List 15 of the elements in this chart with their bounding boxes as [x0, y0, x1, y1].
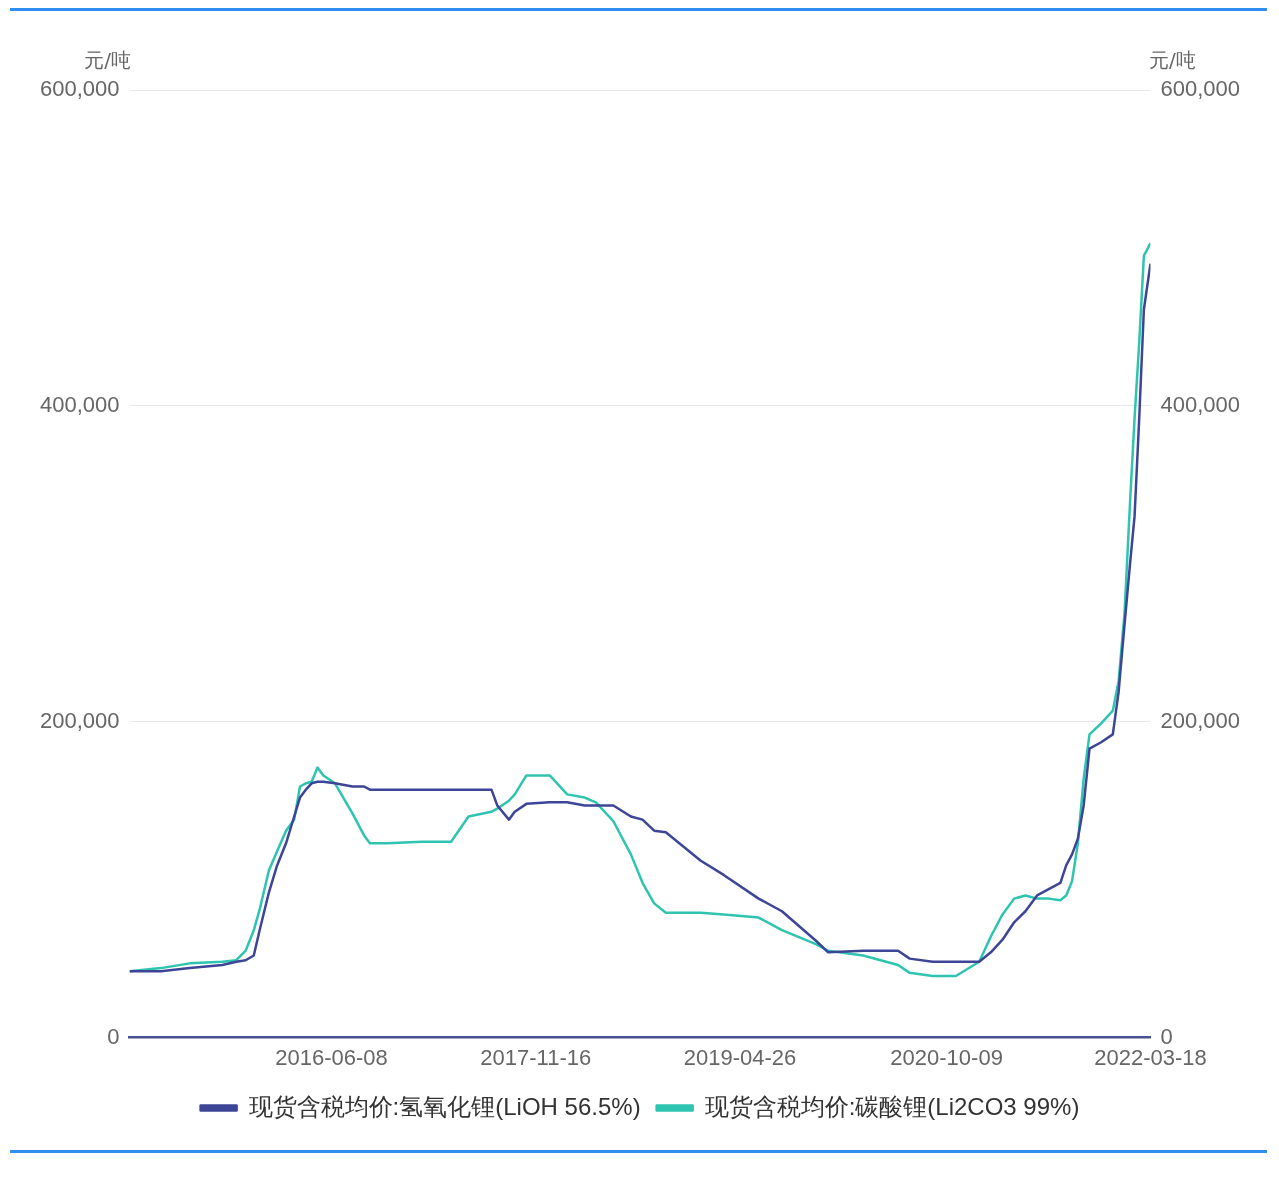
- y-tick-label: 0: [107, 1023, 120, 1049]
- y-axis-title: 元/吨: [84, 48, 131, 73]
- y-tick-label: 600,000: [39, 76, 120, 102]
- x-tick-label: 2017-11-16: [480, 1044, 592, 1070]
- y2-tick-label: 200,000: [1160, 707, 1241, 733]
- x-tick-label: 2019-04-26: [683, 1044, 797, 1070]
- y2-tick-label: 400,000: [1160, 391, 1241, 417]
- y2-axis-title: 元/吨: [1149, 48, 1196, 73]
- legend-label: 现货含税均价:碳酸锂(Li2CO3 99%): [704, 1092, 1080, 1120]
- x-tick-label: 2016-06-08: [275, 1044, 388, 1070]
- y-tick-label: 400,000: [39, 391, 120, 417]
- x-tick-label: 2020-10-09: [890, 1044, 1003, 1070]
- y2-tick-label: 600,000: [1160, 76, 1241, 102]
- y-tick-label: 200,000: [39, 707, 120, 733]
- legend-label: 现货含税均价:氢氧化锂(LiOH 56.5%): [248, 1092, 641, 1120]
